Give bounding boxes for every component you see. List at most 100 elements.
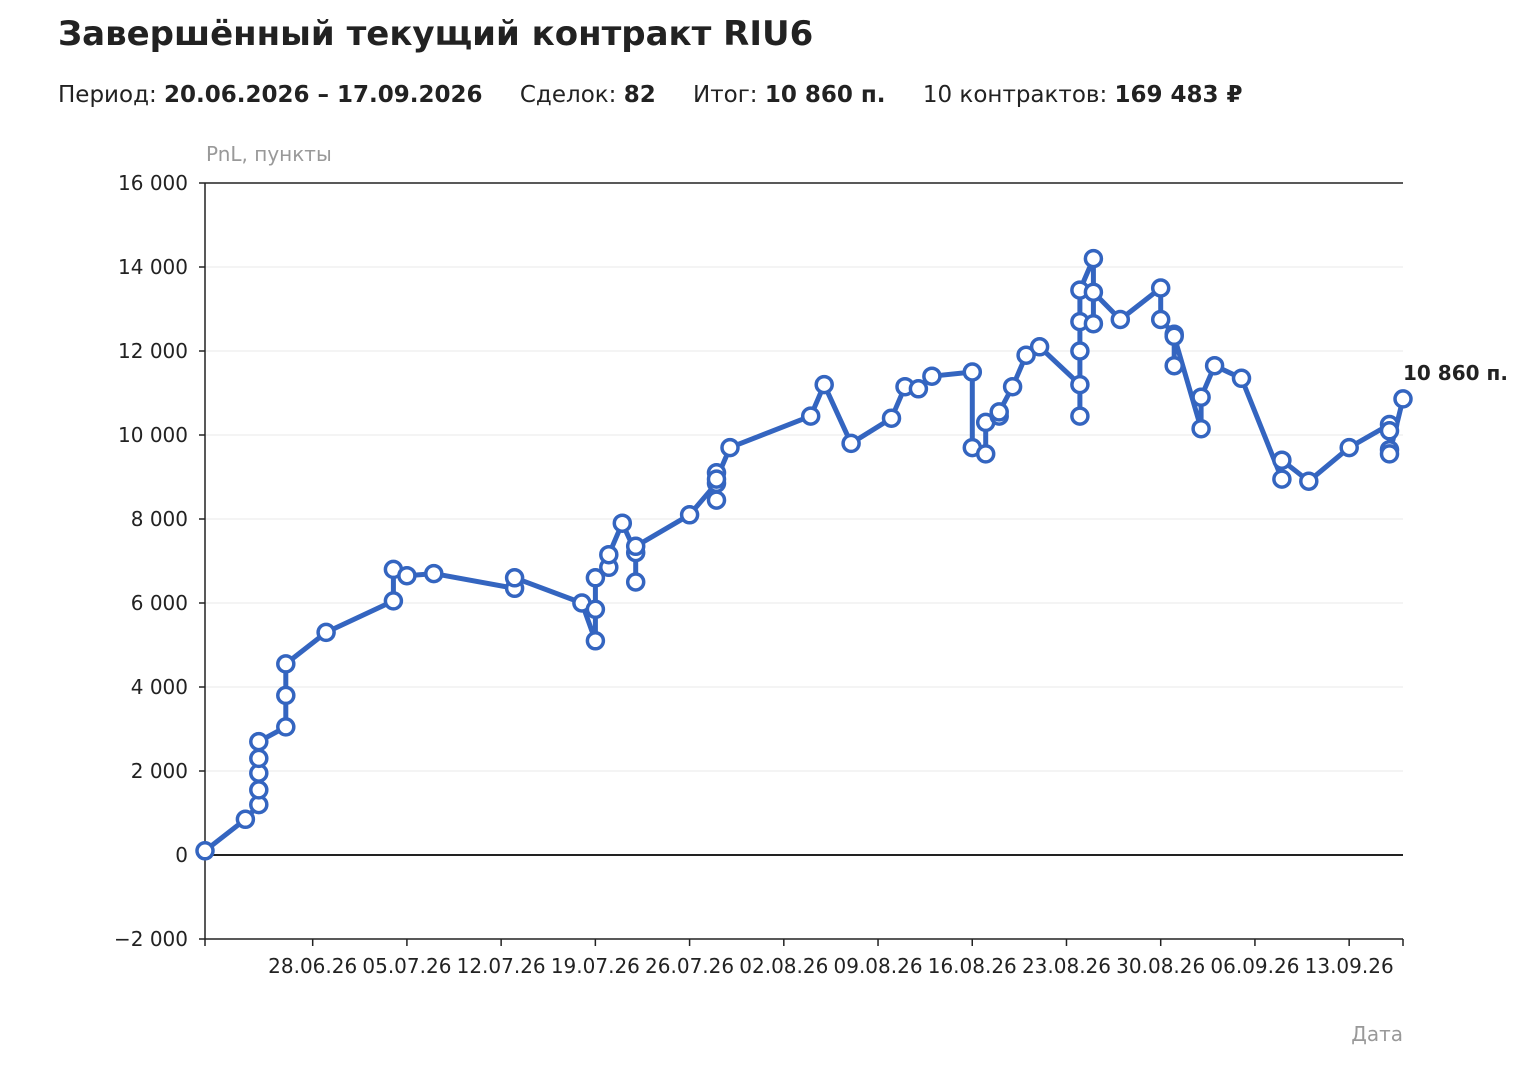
data-point: [1002, 376, 1023, 397]
data-point: [1110, 309, 1131, 330]
period-stat: Период: 20.06.2026 – 17.09.2026: [58, 82, 483, 108]
data-point: [1164, 355, 1184, 376]
end-value-label: 10 860 п.: [1403, 361, 1508, 385]
contracts-label: 10 контрактов:: [922, 82, 1108, 108]
data-point: [235, 809, 256, 830]
data-point: [1150, 278, 1171, 298]
data-point: [383, 591, 404, 611]
data-point: [625, 572, 646, 592]
x-tick-label: 06.09.26: [1210, 954, 1299, 978]
data-point: [195, 841, 215, 861]
y-tick-label: 14 000: [118, 255, 188, 279]
y-tick-label: 16 000: [118, 171, 188, 195]
deals-value: 82: [623, 82, 656, 108]
data-point: [1339, 437, 1359, 458]
data-point: [585, 631, 606, 651]
x-tick-label: 16.08.26: [928, 954, 1017, 978]
data-point: [1029, 337, 1050, 357]
period-label: Период:: [58, 82, 157, 108]
y-tick-label: 10 000: [118, 423, 188, 447]
data-point: [599, 544, 619, 565]
data-point: [1204, 355, 1225, 376]
x-tick-label: 12.07.26: [457, 954, 546, 978]
y-tick-label: −2 000: [114, 927, 188, 951]
y-tick-label: 12 000: [118, 339, 188, 363]
data-point: [1164, 326, 1184, 347]
data-point: [612, 513, 633, 533]
data-point: [1393, 389, 1413, 409]
data-point: [1083, 282, 1104, 302]
data-point: [1379, 444, 1400, 464]
deals-label: Сделок:: [519, 82, 617, 108]
series-layer: [195, 248, 1413, 861]
data-point: [585, 568, 606, 588]
data-point: [1070, 406, 1090, 426]
deals-stat: Сделок: 82: [520, 82, 656, 108]
contracts-stat: 10 контрактов: 169 483 ₽: [923, 82, 1243, 108]
y-tick-label: 8 000: [131, 507, 188, 531]
data-point: [922, 366, 942, 386]
y-axis-title: PnL, пункты: [206, 142, 332, 166]
data-point: [881, 408, 902, 428]
x-axis-title: Дата: [1351, 1022, 1403, 1046]
data-point: [276, 717, 296, 737]
data-point: [397, 565, 417, 586]
data-point: [975, 444, 996, 464]
data-point: [1083, 248, 1104, 269]
data-point: [1231, 368, 1252, 389]
axis-layer: −2 000 0 2 000 4 000 6 000 8 000 10 000 12 000 1…: [114, 171, 1404, 978]
data-point: [989, 402, 1009, 422]
y-tick-label: 4 000: [131, 675, 188, 699]
data-point: [1016, 345, 1036, 365]
data-point: [1150, 309, 1171, 330]
data-point: [962, 362, 983, 382]
data-point: [1379, 421, 1400, 441]
data-point: [679, 505, 700, 525]
data-point: [249, 748, 269, 769]
x-tick-label: 26.07.26: [645, 954, 734, 978]
data-point: [625, 536, 646, 557]
data-point: [1070, 374, 1090, 395]
data-point: [276, 685, 296, 706]
data-point: [504, 568, 525, 588]
data-point: [249, 780, 269, 800]
chart-title: Завершённый текущий контракт RIU6: [58, 14, 814, 54]
x-tick-label: 13.09.26: [1305, 954, 1394, 978]
data-point: [1299, 471, 1319, 491]
x-tick-label: 02.08.26: [739, 954, 828, 978]
data-point: [720, 437, 740, 458]
data-point: [706, 469, 727, 489]
x-tick-label: 09.08.26: [834, 954, 923, 978]
total-value: 10 860 п.: [764, 82, 886, 108]
grid-layer: [205, 266, 1403, 772]
data-point: [800, 406, 821, 426]
data-point: [1070, 341, 1090, 361]
pnl-line: [202, 256, 1406, 854]
data-point: [249, 731, 269, 752]
period-value: 20.06.2026 – 17.09.2026: [164, 82, 483, 108]
x-tick-label: 23.08.26: [1022, 954, 1111, 978]
x-tick-label: 05.07.26: [362, 954, 451, 978]
y-tick-label: 6 000: [131, 591, 188, 615]
data-point: [1272, 469, 1292, 489]
y-tick-label: 2 000: [131, 759, 188, 783]
y-tick-label: 0: [175, 843, 188, 867]
data-point: [316, 622, 336, 643]
data-point: [1191, 387, 1211, 407]
data-point: [814, 374, 834, 395]
data-point: [424, 563, 444, 584]
total-label: Итог:: [693, 82, 758, 108]
x-tick-label: 19.07.26: [551, 954, 640, 978]
data-point: [276, 654, 296, 674]
contracts-value: 169 483 ₽: [1114, 82, 1243, 108]
data-point: [1083, 313, 1104, 334]
data-point: [1191, 418, 1211, 439]
x-tick-label: 30.08.26: [1116, 954, 1205, 978]
data-point: [706, 490, 727, 510]
total-stat: Итог: 10 860 п.: [693, 82, 886, 108]
summary-stats: Период: 20.06.2026 – 17.09.2026 Сделок: …: [58, 82, 1273, 108]
x-tick-label: 28.06.26: [268, 954, 357, 978]
data-point: [908, 379, 929, 399]
data-point: [1272, 450, 1292, 470]
